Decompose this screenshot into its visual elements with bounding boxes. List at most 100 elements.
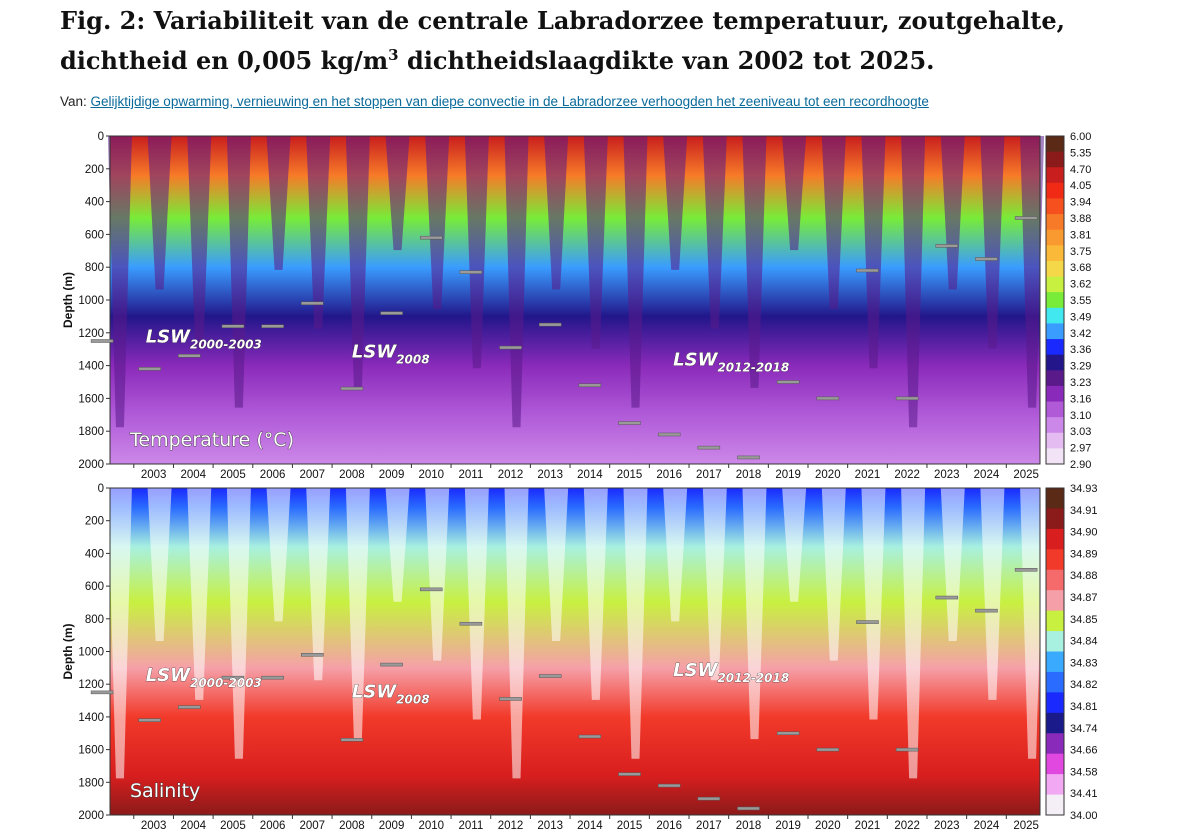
layer-thickness-marker	[816, 747, 840, 752]
figure-title-end: dichtheidslaagdikte van 2002 tot 2025.	[398, 46, 935, 75]
colorbar-swatch	[1046, 488, 1064, 509]
plume	[782, 136, 807, 251]
x-tick-label: 2010	[418, 469, 444, 481]
x-tick-label: 2004	[180, 469, 206, 481]
plume	[425, 136, 450, 310]
x-tick-label: 2008	[339, 820, 365, 832]
figure-title: Fig. 2: Variabiliteit van de centrale La…	[60, 4, 1180, 78]
y-tick-label: 1400	[78, 361, 104, 373]
colorbar-tick-label: 3.16	[1070, 393, 1091, 405]
layer-thickness-marker	[776, 380, 800, 384]
colorbar-tick-label: 3.49	[1070, 311, 1091, 323]
layer-thickness-marker	[618, 772, 641, 776]
colorbar-swatch	[1046, 794, 1064, 816]
x-tick-label: 2017	[696, 820, 722, 832]
layer-thickness-marker	[419, 587, 443, 592]
colorbar-tick-label: 3.88	[1070, 213, 1091, 225]
layer-thickness-marker	[380, 311, 403, 315]
y-tick-label: 2000	[78, 810, 104, 822]
y-axis-label: Depth (m)	[61, 272, 75, 328]
layer-thickness-marker	[538, 322, 562, 327]
y-tick-label: 1000	[78, 295, 104, 307]
colorbar-tick-label: 34.84	[1070, 636, 1098, 648]
layer-thickness-marker	[1014, 568, 1038, 572]
x-tick-label: 2007	[299, 469, 325, 481]
y-tick-label: 400	[85, 548, 104, 560]
colorbar-swatch	[1046, 671, 1064, 693]
panel-label: Salinity	[130, 780, 200, 802]
y-axis-label: Depth (m)	[61, 624, 75, 680]
layer-thickness-marker	[138, 718, 161, 722]
layer-thickness-marker	[90, 690, 114, 695]
source-link[interactable]: Gelijktijdige opwarming, vernieuwing en …	[90, 94, 929, 109]
plume	[1020, 488, 1045, 759]
colorbar-tick-label: 34.82	[1070, 679, 1098, 691]
colorbar-tick-label: 34.83	[1070, 657, 1098, 669]
colorbar-swatch	[1046, 292, 1064, 309]
x-tick-label: 2003	[141, 820, 167, 832]
colorbar-swatch	[1046, 229, 1064, 246]
colorbar-tick-label: 3.68	[1070, 262, 1091, 274]
colorbar-swatch	[1046, 136, 1064, 153]
colorbar-swatch	[1046, 245, 1064, 262]
x-tick-label: 2011	[459, 820, 484, 832]
colorbar-tick-label: 34.93	[1070, 483, 1098, 495]
x-tick-label: 2008	[339, 469, 365, 481]
figure-title-main: Fig. 2: Variabiliteit van de centrale La…	[60, 6, 1065, 75]
x-tick-label: 2020	[815, 820, 841, 832]
x-tick-label: 2003	[141, 469, 167, 481]
colorbar-swatch	[1046, 307, 1064, 324]
lsw-annotation: LSW2000-2003	[146, 665, 262, 690]
colorbar-swatch	[1046, 151, 1064, 168]
layer-thickness-marker	[301, 301, 324, 306]
plume	[742, 136, 767, 388]
x-tick-label: 2015	[617, 469, 643, 481]
x-tick-label: 2014	[577, 820, 603, 832]
x-tick-label: 2022	[894, 469, 920, 481]
layer-thickness-marker	[737, 455, 760, 460]
layer-thickness-marker	[737, 806, 760, 811]
y-tick-label: 200	[85, 516, 104, 528]
colorbar-swatch	[1046, 448, 1064, 465]
y-tick-label: 800	[85, 614, 104, 626]
plume	[306, 136, 331, 329]
layer-thickness-marker	[221, 324, 245, 328]
colorbar-tick-label: 3.75	[1070, 246, 1091, 258]
plume	[623, 488, 648, 759]
x-tick-label: 2013	[537, 469, 563, 481]
lsw-annotation: LSW2012-2018	[673, 350, 789, 375]
layer-thickness-marker	[856, 620, 879, 624]
plume	[226, 136, 251, 408]
plume	[306, 488, 331, 681]
colorbar-swatch	[1046, 549, 1064, 571]
colorbar-swatch	[1046, 733, 1064, 755]
x-tick-label: 2017	[696, 469, 722, 481]
plume	[1020, 136, 1045, 408]
x-tick-label: 2023	[934, 469, 960, 481]
plume	[464, 488, 489, 720]
layer-thickness-marker	[261, 324, 284, 328]
layer-thickness-marker	[459, 621, 483, 626]
layer-thickness-marker	[657, 432, 681, 437]
layer-thickness-marker	[380, 662, 403, 667]
colorbar-tick-label: 34.74	[1070, 723, 1098, 735]
colorbar-swatch	[1046, 651, 1064, 673]
colorbar-tick-label: 3.10	[1070, 410, 1091, 422]
colorbar-frame	[1045, 135, 1065, 465]
layer-thickness-marker	[340, 738, 364, 742]
layer-thickness-marker	[895, 396, 919, 401]
temperature-panel: 0 200 400 600 800 1000 1200 1400 1600 1800 2000 200…	[61, 131, 1091, 481]
plume	[663, 136, 688, 270]
x-tick-label: 2005	[220, 469, 246, 481]
plume	[187, 136, 212, 349]
colorbar-tick-label: 34.81	[1070, 701, 1098, 713]
layer-thickness-marker	[261, 675, 284, 680]
plume	[821, 488, 846, 661]
plume	[226, 488, 251, 759]
x-tick-label: 2010	[418, 820, 444, 832]
colorbar-tick-label: 2.97	[1070, 443, 1091, 455]
layer-thickness-marker	[618, 421, 641, 425]
y-tick-label: 400	[85, 197, 104, 209]
layer-thickness-marker	[697, 445, 721, 450]
